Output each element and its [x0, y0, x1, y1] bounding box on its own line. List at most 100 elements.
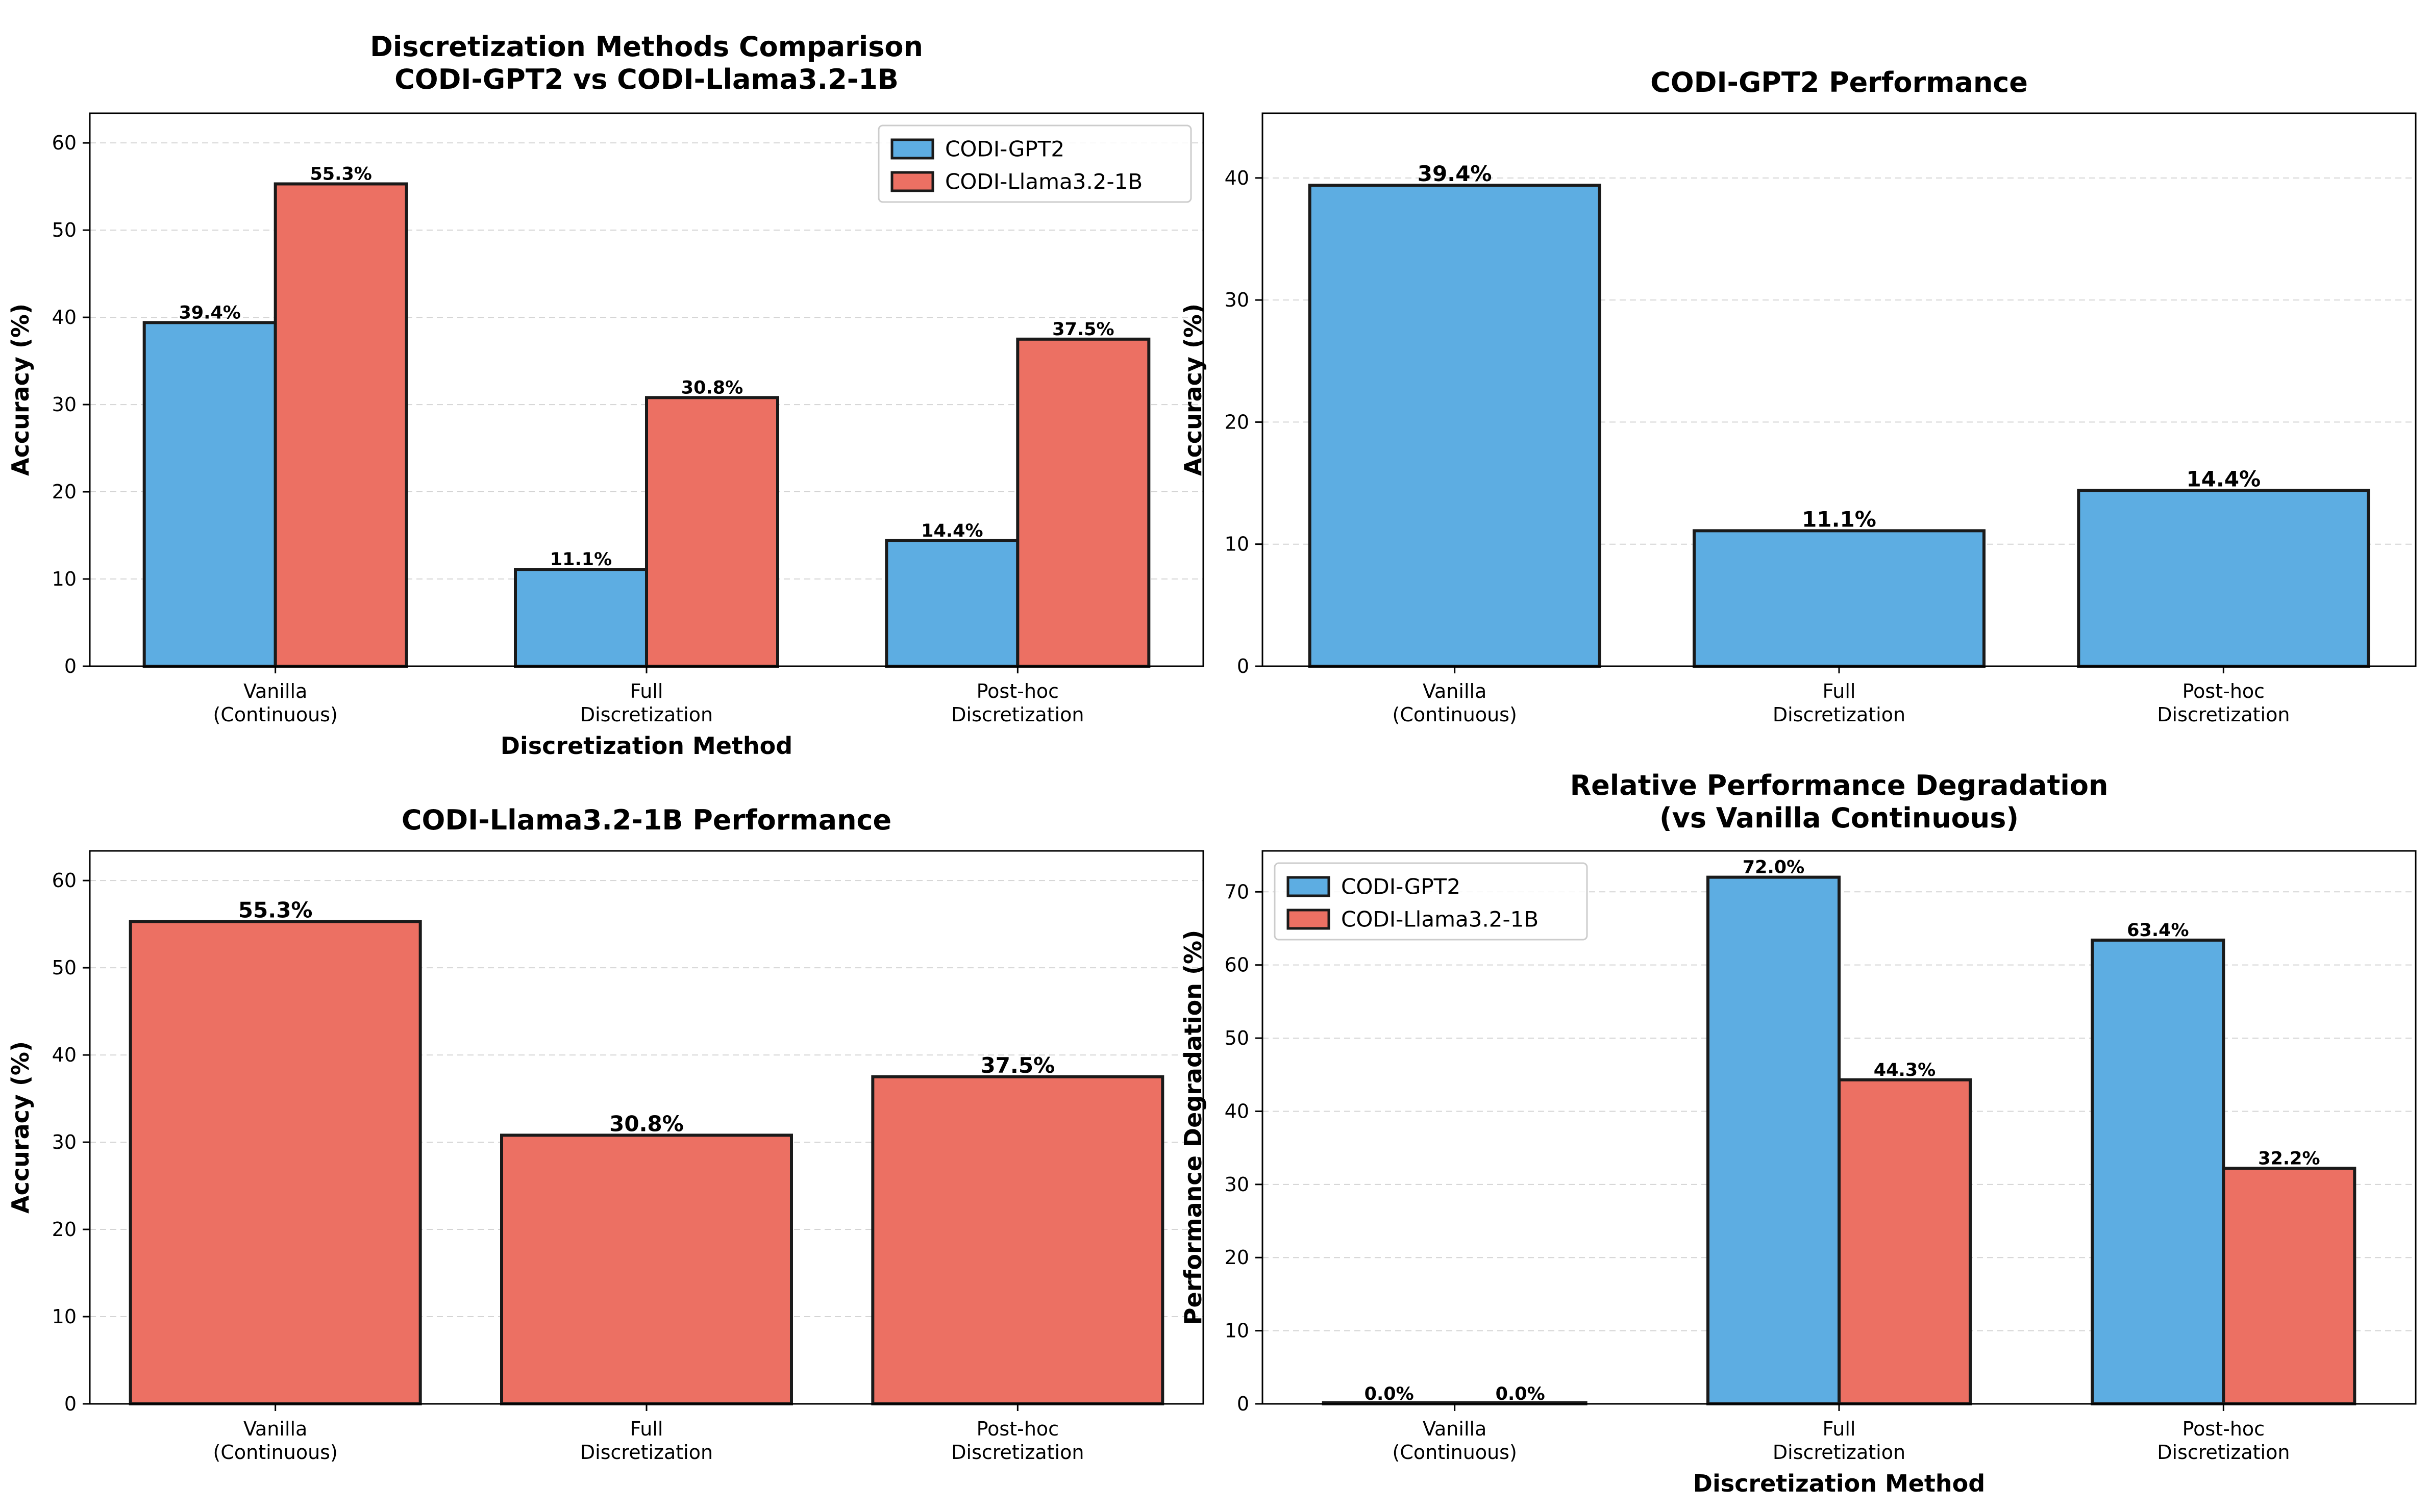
- y-tick-label: 60: [52, 869, 77, 892]
- y-tick-label: 30: [1225, 289, 1249, 311]
- x-tick-label: Vanilla (Continuous): [213, 1418, 338, 1464]
- y-tick-label: 40: [1225, 1100, 1249, 1122]
- legend-entry: CODI-Llama3.2-1B: [945, 169, 1143, 194]
- y-tick-label: 20: [52, 481, 77, 503]
- bar-codi-gpt2-2: [1706, 875, 1841, 1405]
- chart-title: CODI-GPT2 Performance: [1650, 66, 2028, 98]
- bar-series-2: [1693, 529, 1986, 668]
- y-tick-label: 40: [52, 1044, 77, 1066]
- data-label: 44.3%: [1874, 1060, 1936, 1080]
- plot-frame: [1261, 850, 2417, 1405]
- x-tick-label: Post-hoc Discretization: [951, 680, 1084, 726]
- data-label: 30.8%: [681, 377, 743, 398]
- legend: CODI-GPT2 CODI-Llama3.2-1B: [1274, 862, 1588, 941]
- y-axis-label: Accuracy (%): [7, 1041, 34, 1214]
- bar-codi-llama3-2-1b-3: [2222, 1167, 2356, 1406]
- y-tick-label: 10: [52, 568, 77, 590]
- legend-entry: CODI-GPT2: [945, 137, 1064, 162]
- chart-title: Discretization Methods Comparison CODI-GP…: [370, 31, 923, 95]
- y-axis-label: Accuracy (%): [1179, 304, 1207, 476]
- y-tick-label: 20: [1225, 1246, 1249, 1269]
- chart-title: CODI-Llama3.2-1B Performance: [402, 804, 891, 836]
- bar-series-1: [129, 920, 422, 1405]
- data-label: 63.4%: [2127, 920, 2189, 941]
- data-label: 14.4%: [2186, 466, 2261, 491]
- chart-panel-4: Relative Performance Degradation (vs Vani…: [1179, 769, 2417, 1497]
- chart-panel-1: Discretization Methods Comparison CODI-GP…: [7, 31, 1204, 760]
- y-tick-label: 30: [52, 1131, 77, 1153]
- y-tick-label: 0: [64, 1393, 77, 1415]
- y-tick-label: 20: [1225, 411, 1249, 433]
- y-tick-label: 10: [1225, 533, 1249, 556]
- y-axis-label: Accuracy (%): [7, 304, 34, 476]
- y-tick-label: 40: [52, 306, 77, 329]
- y-tick-label: 10: [52, 1305, 77, 1328]
- data-label: 39.4%: [179, 303, 240, 323]
- bar-codi-llama3-2-1b-3: [1016, 337, 1151, 668]
- y-tick-label: 0: [1237, 1393, 1249, 1415]
- legend: CODI-GPT2 CODI-Llama3.2-1B: [878, 124, 1192, 203]
- plot-frame: [89, 112, 1204, 667]
- y-tick-label: 40: [1225, 167, 1249, 189]
- bar-series-1: [1308, 184, 1601, 668]
- x-tick-label: Full Discretization: [580, 1418, 713, 1464]
- y-tick-label: 30: [52, 393, 77, 416]
- x-tick-label: Post-hoc Discretization: [2157, 1418, 2290, 1464]
- x-tick-label: Vanilla (Continuous): [1393, 1418, 1517, 1464]
- x-tick-label: Post-hoc Discretization: [951, 1418, 1084, 1464]
- y-tick-label: 60: [52, 132, 77, 154]
- y-tick-label: 0: [64, 655, 77, 677]
- x-axis-label: Discretization Method: [1693, 1470, 1985, 1497]
- data-label: 39.4%: [1418, 161, 1492, 186]
- legend-frame: [1274, 862, 1588, 941]
- x-tick-label: Full Discretization: [1773, 1418, 1905, 1464]
- y-axis-label: Performance Degradation (%): [1179, 930, 1207, 1325]
- y-tick-label: 70: [1225, 880, 1249, 903]
- data-label: 11.1%: [550, 549, 612, 570]
- x-tick-label: Vanilla (Continuous): [213, 680, 338, 726]
- bar-codi-gpt2-2: [514, 568, 648, 668]
- x-tick-label: Post-hoc Discretization: [2157, 680, 2290, 726]
- legend-entry: CODI-Llama3.2-1B: [1341, 907, 1539, 932]
- bar-codi-gpt2-1: [142, 321, 277, 668]
- chart-panel-2: CODI-GPT2 Performance 0 10 20 30 40 39.4% 11.1%…: [1179, 66, 2417, 726]
- y-tick-label: 30: [1225, 1173, 1249, 1196]
- data-label: 14.4%: [921, 521, 983, 541]
- legend-swatch: [1286, 876, 1330, 897]
- data-label: 37.5%: [980, 1053, 1055, 1078]
- data-label: 55.3%: [238, 897, 313, 922]
- x-axis-label: Discretization Method: [501, 732, 792, 760]
- legend-frame: [878, 124, 1192, 203]
- x-tick-label: Full Discretization: [1773, 680, 1905, 726]
- data-label: 72.0%: [1743, 858, 1804, 878]
- bar-codi-gpt2-3: [885, 539, 1020, 668]
- data-label: 0.0%: [1365, 1384, 1414, 1404]
- bar-series-3: [871, 1075, 1164, 1405]
- chart-title: Relative Performance Degradation (vs Vani…: [1570, 769, 2108, 834]
- bar-series-3: [2077, 489, 2370, 668]
- data-label: 55.3%: [310, 164, 371, 184]
- bar-codi-gpt2-3: [2091, 938, 2225, 1406]
- data-label: 30.8%: [609, 1111, 684, 1136]
- y-tick-label: 10: [1225, 1320, 1249, 1342]
- y-tick-label: 50: [1225, 1027, 1249, 1049]
- plot-frame: [89, 850, 1204, 1405]
- y-tick-label: 20: [52, 1218, 77, 1241]
- legend-swatch: [890, 138, 934, 160]
- plot-frame: [1261, 112, 2417, 667]
- chart-panel-3: CODI-Llama3.2-1B Performance 0 10 20 30 40 50 6…: [7, 804, 1204, 1464]
- legend-entry: CODI-GPT2: [1341, 874, 1460, 899]
- x-tick-label: Full Discretization: [580, 680, 713, 726]
- bar-codi-llama3-2-1b-2: [1838, 1078, 1972, 1405]
- legend-swatch: [1286, 909, 1330, 930]
- data-label: 11.1%: [1802, 507, 1876, 532]
- y-tick-label: 60: [1225, 954, 1249, 976]
- y-tick-label: 50: [52, 956, 77, 979]
- data-label: 32.2%: [2258, 1148, 2320, 1169]
- bar-series-2: [500, 1133, 793, 1405]
- legend-swatch: [890, 171, 934, 192]
- bar-codi-llama3-2-1b-1: [274, 182, 408, 668]
- y-tick-label: 0: [1237, 655, 1249, 677]
- data-label: 0.0%: [1496, 1384, 1545, 1404]
